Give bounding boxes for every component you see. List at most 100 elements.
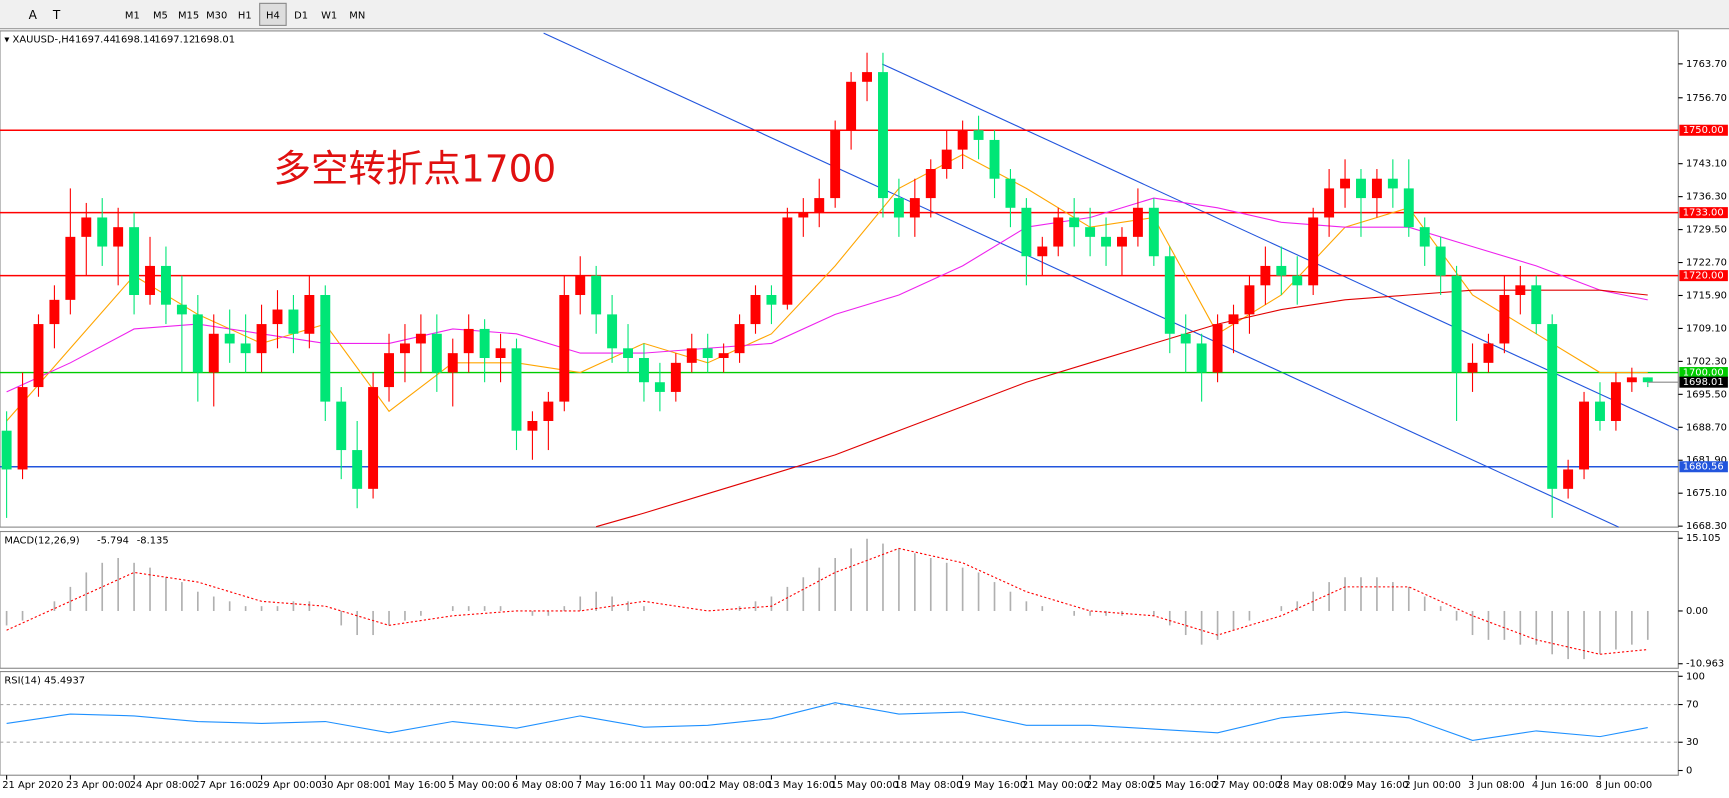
- x-tick-label: 13 May 16:00: [767, 780, 835, 791]
- candle-body: [639, 357, 649, 383]
- candle-body: [65, 236, 76, 300]
- x-tick-label: 3 Jun 08:00: [1468, 780, 1525, 791]
- active-frame: [259, 2, 287, 26]
- x-tick-label: 27 May 00:00: [1213, 780, 1281, 791]
- candle-body: [415, 333, 426, 344]
- timeframe-button[interactable]: M1: [125, 10, 140, 21]
- candle-body: [782, 217, 793, 305]
- panel-title: MACD(12,26,9): [4, 535, 79, 546]
- y-tick-label: 30: [1686, 737, 1699, 748]
- y-tick-label: 1695.50: [1686, 389, 1727, 400]
- candle-body: [1642, 377, 1653, 383]
- timeframe-button[interactable]: W1: [321, 10, 337, 21]
- candle-body: [463, 328, 474, 354]
- x-tick-label: 2 Jun 00:00: [1404, 780, 1461, 791]
- candle-body: [1403, 188, 1414, 228]
- candle-body: [1356, 178, 1366, 199]
- candle-body: [352, 450, 363, 489]
- candle-body: [447, 353, 458, 373]
- y-tick-label: 70: [1686, 700, 1699, 711]
- header-value: -8.135: [137, 535, 169, 546]
- candle-body: [1483, 343, 1494, 363]
- panel-title: RSI(14): [4, 675, 41, 686]
- level-box: [1679, 207, 1728, 219]
- candle-body: [97, 217, 108, 247]
- candle-body: [145, 265, 155, 296]
- level-box: [1679, 461, 1728, 473]
- timeframe-button[interactable]: D1: [294, 10, 308, 21]
- candle-body: [288, 309, 299, 334]
- x-tick-label: 21 Apr 2020: [2, 780, 63, 791]
- candle-body: [734, 324, 745, 354]
- candle-body: [1435, 246, 1446, 276]
- toolbar: [0, 0, 1729, 29]
- candle-body: [1117, 236, 1127, 247]
- y-tick-label: -10.963: [1686, 659, 1724, 670]
- x-tick-label: 7 May 16:00: [576, 780, 638, 791]
- candle-body: [941, 149, 952, 170]
- price-label: 1698.01: [1683, 377, 1724, 388]
- candle-body: [176, 304, 187, 315]
- candle-body: [670, 362, 681, 392]
- candle-body: [1531, 285, 1542, 325]
- level-box: [1679, 270, 1728, 282]
- level-box: [1679, 124, 1728, 136]
- x-tick-label: 28 May 08:00: [1277, 780, 1345, 791]
- tool-button[interactable]: A: [29, 8, 38, 22]
- x-tick-label: 25 May 16:00: [1149, 780, 1217, 791]
- candle-body: [1085, 227, 1096, 237]
- candle-body: [256, 324, 267, 354]
- timeframe-button[interactable]: M5: [153, 10, 168, 21]
- candle-body: [1101, 236, 1112, 247]
- candle-body: [591, 275, 602, 315]
- rsi-line: [6, 702, 1648, 741]
- timeframe-button[interactable]: M30: [206, 10, 227, 21]
- timeframe-button[interactable]: H1: [238, 10, 252, 21]
- timeframe-button[interactable]: H4: [266, 10, 280, 21]
- candle-body: [527, 420, 538, 431]
- tool-button[interactable]: T: [52, 8, 61, 22]
- x-tick-label: 4 Jun 16:00: [1532, 780, 1589, 791]
- candle-body: [368, 387, 379, 489]
- candle-body: [160, 265, 171, 305]
- candle-body: [1371, 178, 1382, 199]
- y-tick-label: 15.105: [1686, 533, 1721, 544]
- candle-body: [399, 343, 410, 354]
- price-box: [1679, 376, 1728, 388]
- candle-body: [925, 169, 936, 199]
- candle-body: [1579, 401, 1590, 470]
- candle-body: [814, 198, 825, 213]
- candle-body: [1228, 314, 1239, 325]
- candle-body: [1, 430, 12, 470]
- header-value: 1698.14: [115, 35, 156, 46]
- candle-body: [862, 72, 872, 82]
- x-tick-label: 15 May 00:00: [831, 780, 899, 791]
- candle-body: [1021, 207, 1032, 257]
- candle-body: [33, 324, 44, 388]
- x-tick-label: 19 May 16:00: [958, 780, 1026, 791]
- candle-body: [702, 348, 713, 358]
- x-tick-label: 11 May 00:00: [640, 780, 708, 791]
- candle-body: [830, 130, 841, 199]
- y-tick-label: 1688.70: [1686, 422, 1727, 433]
- candle-body: [1324, 188, 1335, 218]
- price-panel: [0, 30, 1679, 528]
- candle-body: [607, 314, 618, 349]
- candle-body: [575, 275, 586, 296]
- candle-body: [304, 295, 315, 334]
- level-label: 1733.00: [1683, 208, 1724, 219]
- timeframe-button[interactable]: M15: [178, 10, 199, 21]
- candle-body: [1626, 377, 1637, 383]
- candle-body: [1451, 275, 1462, 373]
- candle-body: [766, 295, 777, 305]
- y-tick-label: 1681.90: [1686, 455, 1727, 466]
- candle-body: [81, 217, 92, 237]
- x-tick-label: 29 Apr 00:00: [257, 780, 322, 791]
- candle-body: [750, 295, 761, 325]
- candle-body: [1499, 295, 1510, 344]
- timeframe-button[interactable]: MN: [349, 10, 365, 21]
- x-tick-label: 6 May 08:00: [512, 780, 574, 791]
- candle-body: [1467, 362, 1478, 373]
- level-label: 1700.00: [1683, 368, 1724, 379]
